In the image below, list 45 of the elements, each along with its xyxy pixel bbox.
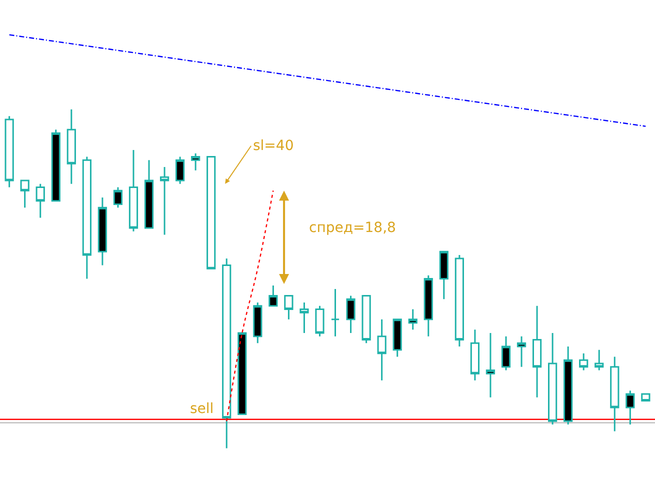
annotation: спред=18,8 bbox=[309, 220, 396, 236]
candlestick bbox=[98, 196, 107, 266]
candlestick bbox=[315, 305, 324, 338]
candlestick bbox=[501, 336, 511, 372]
candlestick bbox=[113, 186, 123, 208]
candlestick bbox=[424, 274, 433, 338]
candlestick bbox=[222, 258, 232, 449]
candlestick bbox=[564, 346, 573, 426]
candlestick bbox=[206, 156, 216, 270]
candlestick bbox=[594, 349, 604, 372]
candlestick bbox=[238, 332, 247, 416]
candlestick bbox=[51, 128, 60, 202]
candlestick bbox=[470, 328, 480, 382]
candlestick bbox=[330, 288, 340, 338]
candlestick bbox=[579, 352, 588, 372]
candlestick bbox=[253, 302, 262, 344]
candlestick bbox=[626, 390, 635, 426]
candlestick bbox=[36, 183, 45, 219]
candlestick bbox=[160, 166, 170, 236]
candlestick bbox=[82, 156, 92, 280]
candlestick bbox=[548, 332, 558, 426]
candlestick bbox=[66, 108, 76, 185]
candlestick bbox=[346, 294, 356, 334]
candlestick bbox=[486, 332, 496, 398]
annotation: sl=40 bbox=[253, 138, 294, 154]
candlestick bbox=[191, 152, 200, 172]
candlestick bbox=[516, 336, 526, 368]
annotation: sell bbox=[190, 401, 214, 417]
candlestick bbox=[128, 149, 138, 232]
candlestick bbox=[392, 318, 402, 358]
candlestick bbox=[439, 250, 448, 300]
candlestick bbox=[408, 308, 418, 330]
candlestick bbox=[268, 284, 278, 307]
candlestick bbox=[362, 294, 371, 344]
candlestick bbox=[641, 393, 650, 402]
candlestick bbox=[610, 356, 620, 432]
candlestick bbox=[454, 254, 464, 348]
candlestick bbox=[300, 302, 309, 334]
candlestick bbox=[175, 156, 185, 185]
candlestick bbox=[532, 305, 542, 398]
candlestick bbox=[20, 180, 30, 208]
candlestick bbox=[284, 294, 294, 320]
candlestick bbox=[144, 159, 154, 229]
candlestick bbox=[4, 115, 14, 188]
candlestick bbox=[377, 318, 386, 382]
